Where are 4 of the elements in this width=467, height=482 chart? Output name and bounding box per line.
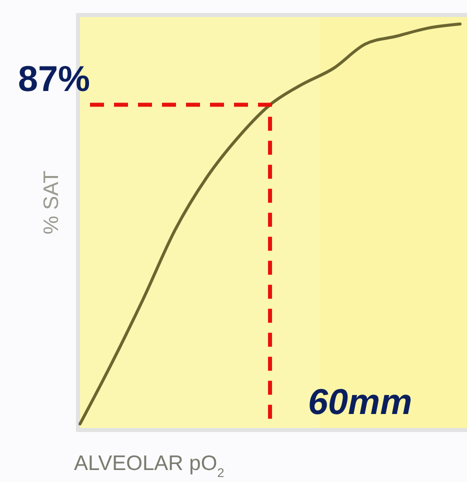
annotation: 60mm <box>308 381 412 422</box>
y-axis-title: % SAT <box>40 170 63 234</box>
annotation: 87% <box>18 58 90 99</box>
x-axis-title: ALVEOLAR pO$_{2}$ <box>74 452 224 480</box>
